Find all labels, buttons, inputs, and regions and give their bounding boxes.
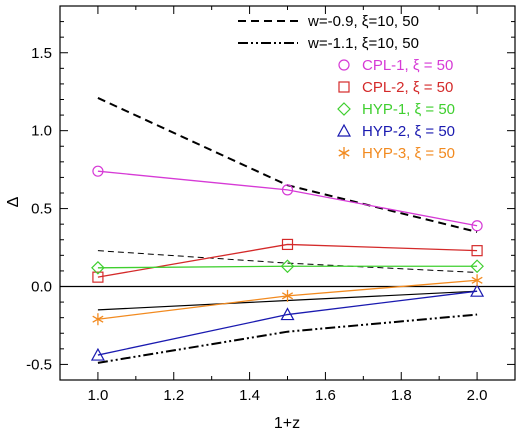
legend-label-6: HYP-1, ξ = 50 (362, 101, 455, 118)
legend-label-0: w=-0.9, ξ=10, 50 (307, 13, 419, 30)
legend-marker-7 (336, 123, 352, 137)
legend-label-4: CPL-1, ξ = 50 (362, 57, 453, 74)
y-tick-label: 1.5 (31, 45, 52, 62)
legend-marker-4 (338, 59, 350, 71)
series-line-4 (97, 170, 478, 227)
markers (90, 165, 485, 361)
data-point-4-0 (92, 165, 104, 177)
data-point-8-0 (92, 313, 104, 326)
legend-marker-6 (337, 102, 351, 116)
series-line-1 (97, 250, 478, 273)
x-tick-label: 1.4 (239, 387, 260, 404)
x-axis-label: 1+z (274, 415, 300, 432)
series-line-2 (97, 313, 478, 364)
data-point-8-2 (471, 274, 483, 287)
series-line-0 (97, 97, 478, 233)
x-tick-label: 1.2 (163, 387, 184, 404)
data-point-6-1 (280, 259, 295, 274)
data-point-7-0 (90, 347, 105, 361)
data-point-6-0 (91, 260, 105, 275)
asterisk-stroke (338, 149, 350, 157)
asterisk-stroke (281, 292, 294, 300)
data-point-4-1 (281, 184, 294, 196)
legend-label-7: HYP-2, ξ = 50 (362, 123, 455, 140)
series-line-5 (97, 243, 478, 278)
x-tick-label: 1.8 (391, 387, 412, 404)
y-axis-label: Δ (5, 196, 22, 207)
legend-label-5: CPL-2, ξ = 50 (362, 79, 453, 96)
asterisk-stroke (471, 276, 483, 284)
ticks (60, 6, 515, 380)
data-point-5-0 (92, 271, 104, 283)
legend: w=-0.9, ξ=10, 50 w=-1.1, ξ=10, 50 CPL-1, ξ… (238, 13, 455, 162)
y-tick-label: 0.5 (31, 201, 52, 218)
data-point-6-2 (470, 259, 484, 274)
y-tick-label: -0.5 (26, 356, 52, 373)
data-point-8-1 (281, 289, 294, 302)
legend-label-2: w=-1.1, ξ=10, 50 (307, 35, 419, 52)
series-line-7 (97, 290, 478, 356)
y-tick-label: 1.0 (31, 123, 52, 140)
asterisk-stroke (92, 315, 104, 323)
x-tick-label: 1.0 (87, 387, 108, 404)
legend-marker-8 (338, 147, 350, 159)
data-point-7-1 (280, 307, 295, 321)
data-point-5-2 (471, 245, 483, 257)
legend-marker-5 (338, 81, 350, 93)
x-tick-label: 1.6 (315, 387, 336, 404)
data-point-7-2 (470, 283, 485, 297)
x-tick-label: 2.0 (467, 387, 488, 404)
data-point-5-1 (281, 238, 294, 251)
legend-label-8: HYP-3, ξ = 50 (362, 145, 455, 162)
y-tick-label: 0.0 (31, 279, 52, 296)
tick-labels: 1.0 1.2 1.4 1.6 1.8 2.0 -0.5 0.0 0.5 1.0 1.5 (26, 45, 487, 404)
data-point-4-2 (471, 220, 483, 232)
series-line-6 (97, 265, 478, 269)
